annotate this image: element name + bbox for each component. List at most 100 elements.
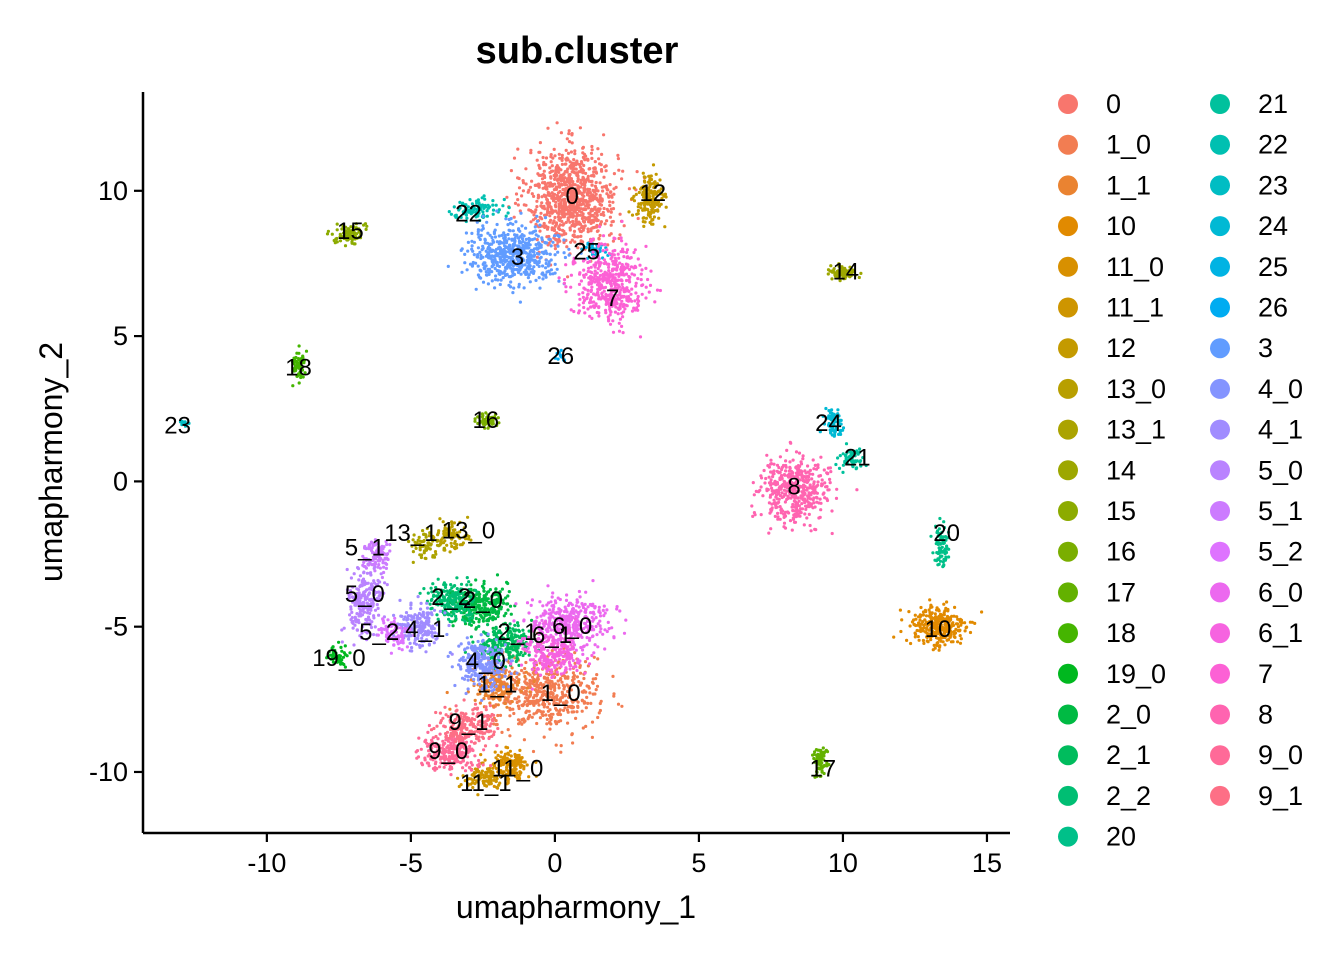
data-point bbox=[499, 750, 503, 754]
cluster-points-11_0 bbox=[479, 745, 538, 789]
data-point bbox=[567, 686, 571, 690]
data-point bbox=[490, 265, 494, 269]
data-point bbox=[580, 178, 584, 182]
data-point bbox=[552, 147, 556, 151]
data-point bbox=[540, 195, 544, 199]
data-point bbox=[596, 207, 601, 211]
data-point bbox=[463, 252, 467, 256]
data-point bbox=[586, 227, 590, 231]
data-point bbox=[452, 521, 456, 525]
data-point bbox=[455, 531, 459, 535]
data-point bbox=[601, 189, 605, 193]
data-point bbox=[475, 255, 479, 259]
data-point bbox=[579, 681, 584, 685]
data-point bbox=[478, 250, 482, 254]
data-point bbox=[545, 270, 549, 274]
data-point bbox=[562, 238, 566, 242]
data-point bbox=[335, 228, 339, 232]
data-point bbox=[918, 625, 922, 629]
data-point bbox=[502, 614, 506, 618]
data-point bbox=[481, 214, 485, 218]
data-point bbox=[549, 712, 553, 716]
data-point bbox=[581, 151, 585, 155]
data-point bbox=[588, 691, 592, 695]
data-point bbox=[493, 235, 497, 239]
data-point bbox=[485, 220, 489, 224]
data-point bbox=[582, 676, 586, 681]
data-point bbox=[497, 272, 501, 276]
data-point bbox=[581, 219, 586, 223]
data-point bbox=[511, 648, 515, 652]
data-point bbox=[507, 206, 511, 210]
data-point bbox=[650, 198, 654, 202]
data-point bbox=[555, 121, 559, 125]
data-point bbox=[524, 670, 528, 674]
data-point bbox=[560, 205, 564, 209]
data-point bbox=[588, 199, 593, 203]
data-point bbox=[921, 620, 925, 624]
data-point bbox=[578, 671, 583, 675]
data-point bbox=[581, 145, 586, 149]
data-point bbox=[627, 187, 632, 191]
data-point bbox=[542, 698, 546, 702]
data-point bbox=[524, 660, 528, 665]
data-point bbox=[532, 253, 537, 257]
data-point bbox=[659, 192, 663, 196]
data-point bbox=[622, 224, 626, 228]
data-point bbox=[644, 216, 649, 220]
data-point bbox=[579, 181, 583, 185]
data-point bbox=[326, 229, 330, 233]
data-point bbox=[531, 271, 536, 275]
data-point bbox=[593, 692, 597, 696]
data-point bbox=[928, 611, 932, 615]
data-point bbox=[554, 165, 558, 170]
data-point bbox=[532, 712, 536, 716]
data-point bbox=[485, 779, 489, 783]
data-point bbox=[423, 544, 427, 548]
data-point bbox=[554, 205, 558, 209]
data-point bbox=[422, 532, 426, 537]
data-point bbox=[481, 280, 486, 284]
data-point bbox=[506, 769, 510, 773]
data-point bbox=[931, 648, 935, 652]
data-point bbox=[445, 690, 449, 695]
data-point bbox=[508, 654, 512, 658]
data-point bbox=[494, 274, 498, 278]
data-point bbox=[491, 697, 495, 701]
data-point bbox=[470, 247, 474, 251]
data-point bbox=[349, 225, 353, 229]
data-point bbox=[563, 204, 568, 208]
data-point bbox=[524, 167, 528, 171]
data-point bbox=[932, 643, 936, 648]
data-point bbox=[537, 709, 541, 713]
data-point bbox=[511, 768, 515, 772]
data-point bbox=[641, 171, 645, 175]
data-point bbox=[450, 614, 454, 618]
data-point bbox=[553, 253, 557, 257]
data-point bbox=[486, 619, 490, 623]
data-point bbox=[448, 619, 452, 624]
data-point bbox=[516, 718, 521, 722]
data-point bbox=[477, 769, 481, 774]
data-point bbox=[483, 197, 487, 201]
data-point bbox=[548, 681, 552, 685]
data-point bbox=[491, 208, 496, 212]
data-point bbox=[477, 624, 481, 629]
data-point bbox=[513, 697, 517, 701]
data-point bbox=[592, 170, 596, 174]
data-point bbox=[482, 194, 486, 198]
data-point bbox=[486, 247, 490, 251]
data-point bbox=[570, 208, 574, 212]
data-point bbox=[528, 679, 532, 683]
data-point bbox=[951, 621, 955, 625]
data-point bbox=[539, 245, 543, 249]
data-point bbox=[642, 188, 647, 192]
data-point bbox=[545, 690, 550, 694]
data-point bbox=[482, 630, 486, 634]
data-point bbox=[421, 610, 425, 614]
data-point bbox=[543, 216, 548, 220]
data-point bbox=[577, 209, 582, 213]
data-point bbox=[547, 260, 551, 264]
data-point bbox=[560, 680, 564, 684]
data-point bbox=[646, 208, 650, 212]
